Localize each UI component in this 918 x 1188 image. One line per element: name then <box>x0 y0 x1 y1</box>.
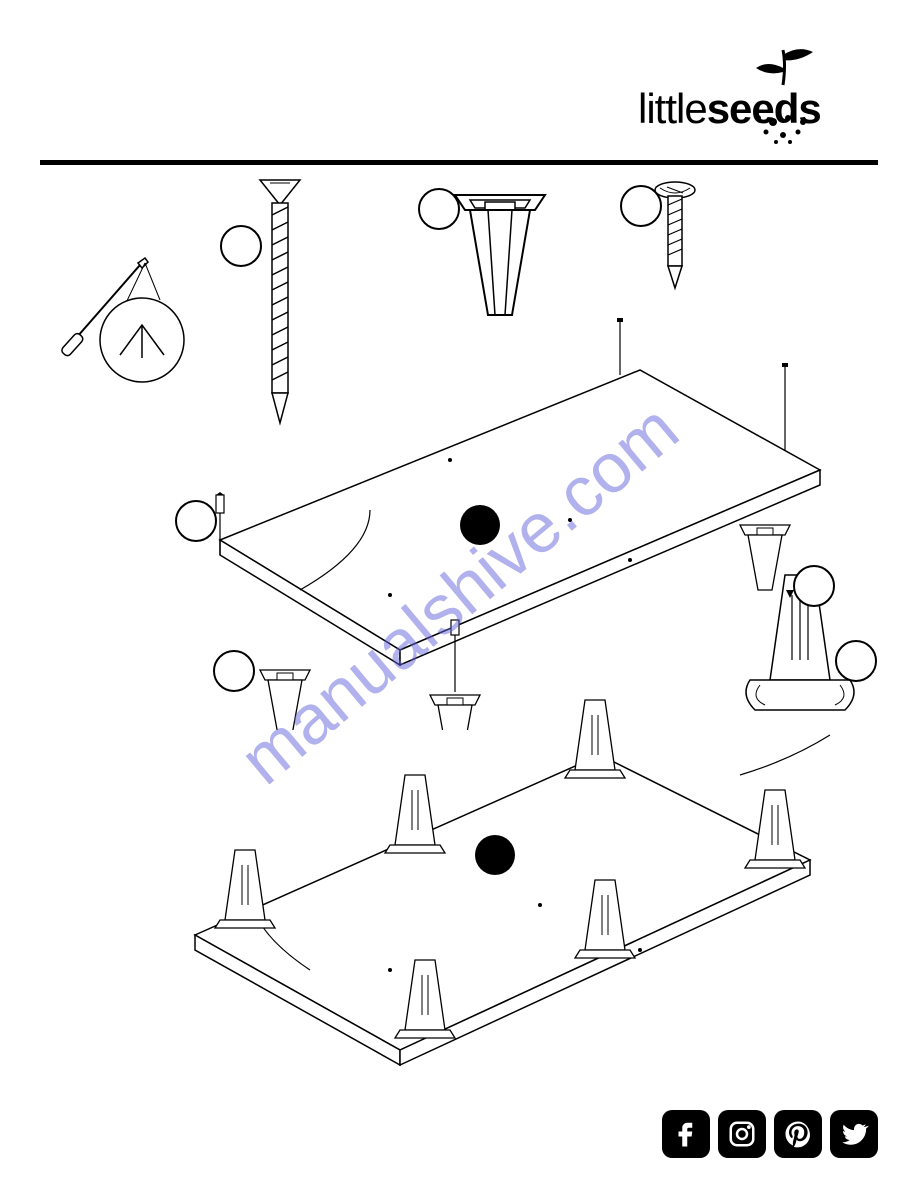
detail-screw-callout <box>835 640 877 682</box>
social-bar <box>662 1110 878 1158</box>
brand-prefix: little <box>638 85 707 132</box>
detail-leg-callout <box>793 565 835 607</box>
leg-part-callout <box>418 188 460 230</box>
brand-suffix: seeds <box>707 85 821 132</box>
small-screw-callout <box>620 185 662 227</box>
assembly-diagram <box>30 170 888 1090</box>
brand-text: littleseeds <box>638 85 821 133</box>
pinterest-icon[interactable] <box>774 1110 822 1158</box>
header-divider <box>40 160 878 165</box>
brand-logo: littleseeds <box>638 40 878 150</box>
large-screw-callout <box>220 225 262 267</box>
facebook-icon[interactable] <box>662 1110 710 1158</box>
instagram-icon[interactable] <box>718 1110 766 1158</box>
top-screw-callout <box>175 500 217 542</box>
bottom-panel-marker <box>475 835 515 875</box>
top-panel-marker <box>460 505 500 545</box>
twitter-icon[interactable] <box>830 1110 878 1158</box>
